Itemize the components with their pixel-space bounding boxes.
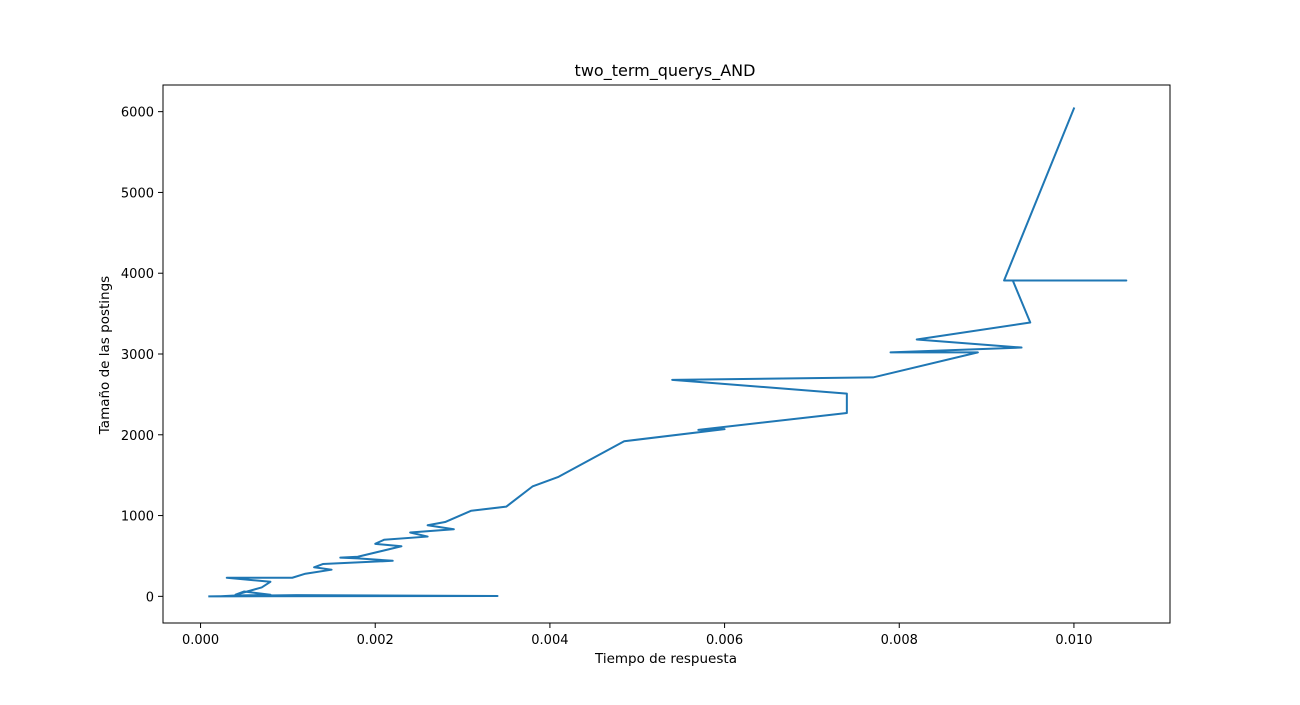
chart-title: two_term_querys_AND [575, 61, 756, 81]
axes-frame [162, 84, 1171, 624]
x-tick-label: 0.002 [357, 633, 394, 648]
y-tick-label: 3000 [121, 348, 154, 363]
y-tick-label: 6000 [121, 106, 154, 121]
x-tick-label: 0.000 [182, 633, 219, 648]
plot-area: 0.000 0.002 0.004 0.006 0.008 0.010 0 1000 2000 3… [121, 84, 1171, 648]
x-tick-label: 0.008 [881, 633, 918, 648]
x-tick-label: 0.010 [1055, 633, 1092, 648]
x-tick-label: 0.006 [706, 633, 743, 648]
y-tick-label: 5000 [121, 186, 154, 201]
y-tick-label: 1000 [121, 510, 154, 525]
y-tick-label: 4000 [121, 267, 154, 282]
x-tick-label: 0.004 [531, 633, 568, 648]
y-axis-label: Tamaño de las postings [97, 276, 113, 435]
y-tick-label: 2000 [121, 429, 154, 444]
y-tick-label: 0 [146, 590, 154, 605]
x-axis-label: Tiempo de respuesta [594, 651, 737, 667]
series-line-0 [208, 107, 1128, 598]
